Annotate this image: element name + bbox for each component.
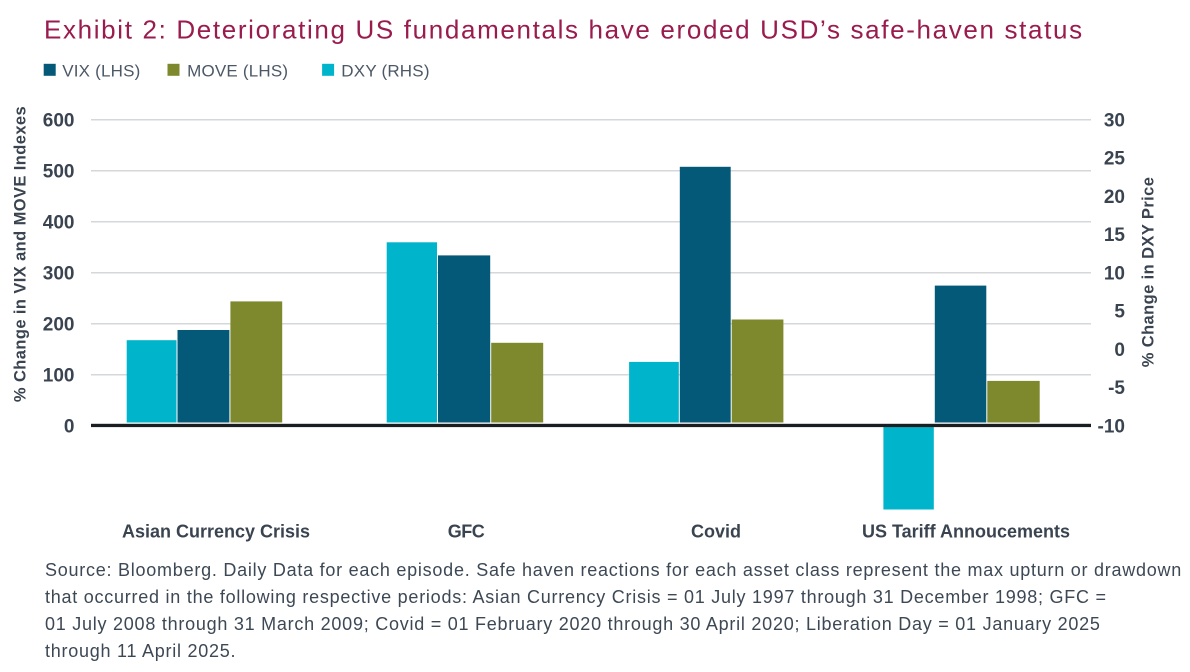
svg-text:Asian Currency Crisis: Asian Currency Crisis: [122, 522, 310, 542]
svg-text:0: 0: [1114, 340, 1125, 361]
svg-text:DXY (RHS): DXY (RHS): [341, 62, 429, 81]
svg-text:Exhibit 2: Deteriorating US fu: Exhibit 2: Deteriorating US fundamentals…: [44, 14, 1084, 44]
svg-text:600: 600: [43, 110, 75, 131]
svg-text:300: 300: [43, 263, 75, 284]
svg-text:-10: -10: [1098, 416, 1125, 437]
svg-text:0: 0: [64, 416, 75, 437]
svg-text:Covid: Covid: [691, 522, 741, 542]
svg-text:30: 30: [1104, 110, 1125, 131]
svg-text:% Change in DXY Price: % Change in DXY Price: [1140, 177, 1158, 368]
svg-text:25: 25: [1104, 149, 1126, 170]
svg-text:20: 20: [1104, 187, 1125, 208]
svg-text:10: 10: [1104, 263, 1125, 284]
svg-text:5: 5: [1114, 302, 1125, 323]
svg-text:400: 400: [43, 212, 75, 233]
svg-text:100: 100: [43, 365, 75, 386]
svg-text:200: 200: [43, 314, 75, 335]
svg-text:GFC: GFC: [448, 522, 485, 542]
svg-text:-5: -5: [1108, 378, 1125, 399]
svg-text:US Tariff Annoucements: US Tariff Annoucements: [862, 522, 1070, 542]
svg-text:15: 15: [1104, 225, 1126, 246]
svg-text:VIX (LHS): VIX (LHS): [62, 62, 140, 81]
svg-text:% Change in VIX and MOVE Index: % Change in VIX and MOVE Indexes: [12, 106, 30, 402]
svg-text:MOVE (LHS): MOVE (LHS): [187, 62, 288, 81]
svg-text:500: 500: [43, 161, 75, 182]
